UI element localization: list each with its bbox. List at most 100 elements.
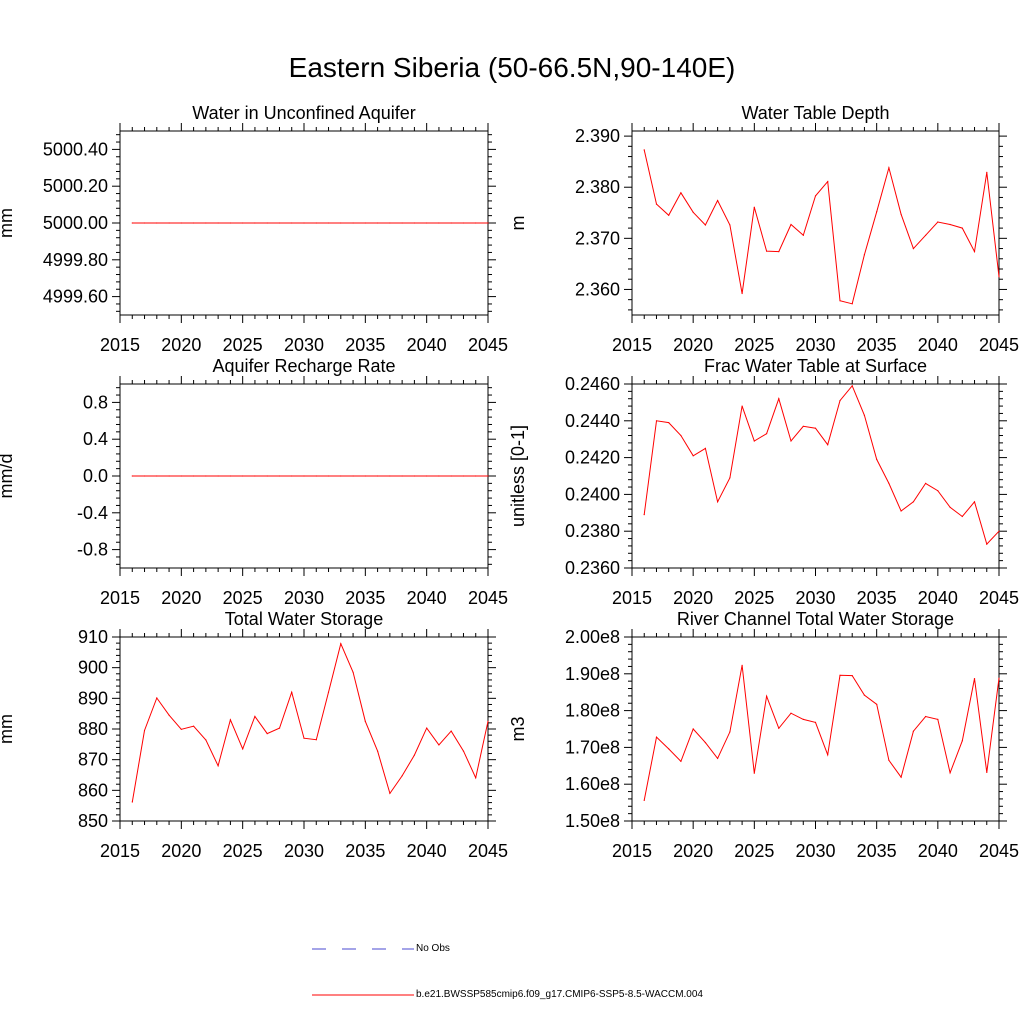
data-point — [643, 799, 645, 802]
y-axis-label: m3 — [508, 716, 528, 741]
data-point — [741, 292, 743, 295]
data-point — [655, 420, 658, 422]
data-point — [766, 250, 768, 252]
data-point — [949, 223, 951, 226]
data-point — [413, 754, 415, 756]
data-point — [949, 772, 951, 774]
x-tick-label: 2020 — [673, 335, 713, 355]
data-point — [912, 501, 915, 503]
data-point — [315, 222, 317, 224]
data-point — [377, 750, 379, 752]
data-point — [475, 777, 477, 779]
data-point — [303, 222, 305, 224]
data-point — [131, 222, 133, 224]
data-point — [156, 222, 158, 224]
data-point — [753, 440, 755, 442]
x-tick-label: 2015 — [612, 841, 652, 861]
data-point — [340, 222, 342, 224]
data-point — [900, 213, 902, 215]
y-tick-label: -0.4 — [77, 503, 108, 523]
data-point — [291, 222, 293, 224]
y-axis-label: mm — [0, 714, 16, 744]
data-point — [912, 248, 915, 250]
y-tick-label: 1.90e8 — [565, 664, 620, 684]
data-point — [704, 447, 707, 449]
data-point — [205, 475, 207, 477]
data-point — [741, 664, 743, 666]
y-tick-label: 1.60e8 — [565, 774, 620, 794]
y-tick-label: 860 — [78, 780, 108, 800]
data-point — [863, 254, 866, 256]
plot-frame — [631, 383, 1000, 569]
data-point — [851, 303, 853, 305]
x-tick-label: 2035 — [857, 841, 897, 861]
y-tick-label: 1.80e8 — [565, 701, 620, 721]
y-tick-label: 5000.20 — [43, 176, 108, 196]
data-point — [986, 171, 988, 173]
data-point — [352, 222, 354, 224]
data-point — [180, 222, 182, 224]
y-tick-label: 4999.80 — [43, 250, 108, 270]
y-tick-label: 2.360 — [575, 279, 620, 299]
x-tick-label: 2035 — [857, 588, 897, 608]
x-tick-label: 2035 — [345, 335, 385, 355]
data-point — [888, 482, 890, 484]
x-tick-label: 2045 — [979, 335, 1019, 355]
data-point — [814, 195, 817, 197]
y-tick-label: 0.4 — [83, 429, 108, 449]
y-axis-label: mm — [0, 208, 16, 238]
data-point — [814, 427, 817, 429]
x-tick-label: 2045 — [979, 588, 1019, 608]
y-tick-label: 870 — [78, 750, 108, 770]
chart-panel-6: River Channel Total Water Storage m3 2015 2… — [508, 609, 1019, 861]
data-point — [266, 733, 268, 735]
data-point — [278, 475, 281, 477]
data-point — [168, 475, 170, 477]
data-point — [291, 475, 293, 477]
data-point — [462, 475, 465, 477]
x-tick-label: 2035 — [345, 841, 385, 861]
data-point — [729, 477, 731, 479]
data-point — [340, 475, 342, 477]
data-point — [364, 720, 366, 722]
data-point — [401, 775, 403, 777]
x-tick-label: 2020 — [161, 335, 201, 355]
data-point — [180, 475, 182, 477]
chart-panel-1: Water in Unconfined Aquifer mm 2015 2020 202… — [0, 103, 508, 355]
data-point — [668, 748, 670, 750]
data-point — [753, 772, 755, 774]
x-tick-label: 2030 — [795, 841, 835, 861]
x-tick-label: 2040 — [407, 588, 447, 608]
x-tick-label: 2020 — [161, 588, 201, 608]
y-tick-label: 0.0 — [83, 466, 108, 486]
x-tick-label: 2015 — [612, 588, 652, 608]
data-point — [229, 719, 231, 721]
data-point — [389, 792, 391, 795]
data-point — [303, 475, 305, 477]
data-point — [438, 744, 440, 746]
data-point — [156, 475, 158, 477]
data-point — [790, 440, 792, 442]
x-tick-label: 2030 — [284, 588, 324, 608]
data-point — [778, 251, 780, 253]
data-point — [827, 444, 829, 446]
data-point — [814, 721, 817, 724]
data-point — [802, 718, 804, 721]
data-point — [193, 222, 195, 224]
y-tick-label: 1.50e8 — [565, 811, 620, 831]
data-point — [753, 206, 755, 208]
y-tick-label: 0.2460 — [565, 374, 620, 394]
chart-panel-2: Water Table Depth m 2015 2020 2025 2030 2035 20… — [508, 103, 1019, 355]
chart-panel-4: Frac Water Table at Surface unitless [0-1… — [508, 356, 1019, 608]
data-point — [426, 475, 428, 477]
data-point — [266, 475, 268, 477]
data-point — [986, 771, 988, 774]
data-point — [692, 728, 694, 730]
x-tick-label: 2015 — [100, 588, 140, 608]
x-tick-label: 2025 — [223, 588, 263, 608]
data-point — [242, 748, 244, 750]
series-line — [643, 149, 1000, 305]
data-point — [475, 222, 477, 224]
data-point — [352, 671, 354, 673]
data-point — [925, 715, 927, 718]
